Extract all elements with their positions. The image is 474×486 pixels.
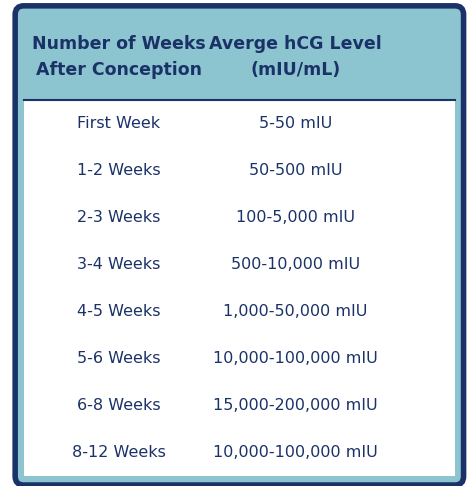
Text: 2-3 Weeks: 2-3 Weeks bbox=[77, 210, 160, 225]
Text: Averge hCG Level
(mIU/mL): Averge hCG Level (mIU/mL) bbox=[209, 35, 382, 80]
Text: 4-5 Weeks: 4-5 Weeks bbox=[77, 304, 160, 319]
Text: 100-5,000 mIU: 100-5,000 mIU bbox=[236, 210, 355, 225]
Text: 15,000-200,000 mIU: 15,000-200,000 mIU bbox=[213, 398, 378, 413]
Text: 1-2 Weeks: 1-2 Weeks bbox=[77, 163, 160, 178]
Text: 8-12 Weeks: 8-12 Weeks bbox=[72, 445, 165, 460]
Text: 5-50 mIU: 5-50 mIU bbox=[259, 116, 332, 131]
Text: First Week: First Week bbox=[77, 116, 160, 131]
Text: 10,000-100,000 mIU: 10,000-100,000 mIU bbox=[213, 351, 378, 366]
Text: 10,000-100,000 mIU: 10,000-100,000 mIU bbox=[213, 445, 378, 460]
Text: 1,000-50,000 mIU: 1,000-50,000 mIU bbox=[223, 304, 368, 319]
Text: 50-500 mIU: 50-500 mIU bbox=[249, 163, 342, 178]
Text: 5-6 Weeks: 5-6 Weeks bbox=[77, 351, 160, 366]
Text: Number of Weeks
After Conception: Number of Weeks After Conception bbox=[32, 35, 205, 80]
FancyBboxPatch shape bbox=[15, 6, 464, 485]
Text: 3-4 Weeks: 3-4 Weeks bbox=[77, 257, 160, 272]
Text: 500-10,000 mIU: 500-10,000 mIU bbox=[231, 257, 360, 272]
Text: 6-8 Weeks: 6-8 Weeks bbox=[77, 398, 160, 413]
Bar bbox=[24, 100, 455, 476]
